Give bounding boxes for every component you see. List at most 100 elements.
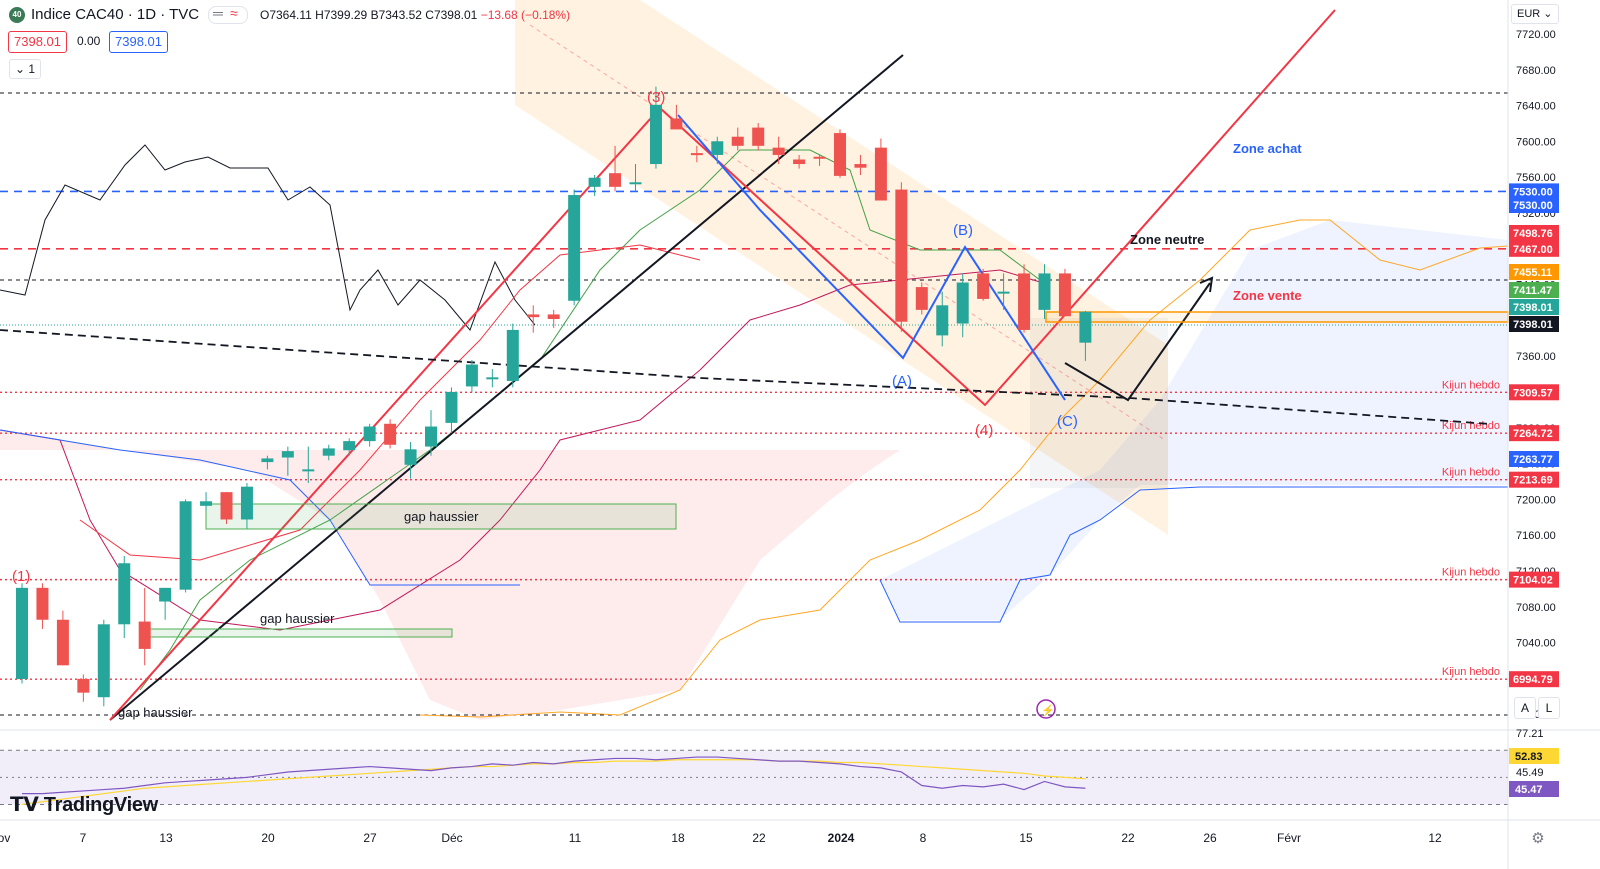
candle-body-1 <box>36 587 49 620</box>
x-tick-3: 20 <box>261 831 275 845</box>
candle-body-31 <box>649 104 662 165</box>
currency-selector[interactable]: EUR ⌄ <box>1511 4 1559 24</box>
candle-body-16 <box>343 441 356 451</box>
level-tag-0-bg <box>1509 183 1559 200</box>
auto-scale-button[interactable]: A <box>1514 697 1536 719</box>
x-tick-7: 18 <box>671 831 685 845</box>
candle-body-23 <box>486 377 499 380</box>
x-tick-13: 26 <box>1203 831 1217 845</box>
price-tag-1: 7455.11 <box>1513 267 1552 279</box>
zone-achat-label: Zone achat <box>1233 141 1302 156</box>
candle-body-22 <box>465 364 478 387</box>
price-tag-4-bg <box>1509 316 1559 332</box>
candle-2 <box>56 610 69 666</box>
y-tick-13: 7200.00 <box>1516 494 1556 506</box>
level-tag-1: 7467.00 <box>1513 244 1553 256</box>
candle-43 <box>895 182 908 332</box>
y-tick-14: 7160.00 <box>1516 530 1556 542</box>
senkou-a-line <box>419 219 1509 718</box>
layers-count: 1 <box>28 62 36 76</box>
gap-label-2: gap haussier <box>260 611 335 626</box>
compare-toggle[interactable]: ═ ≈ <box>208 5 248 24</box>
candle-body-19 <box>404 449 417 465</box>
candle-body-6 <box>138 621 151 649</box>
event-bolt-icon <box>1036 699 1056 719</box>
log-scale-button[interactable]: L <box>1538 697 1560 719</box>
symbol-title[interactable]: Indice CAC40 · 1D · TVC <box>31 6 200 23</box>
candle-body-27 <box>568 195 581 301</box>
level-tag-6: 6994.79 <box>1513 674 1553 686</box>
wave-a-label: (A) <box>892 373 912 390</box>
level-note-6: Kijun hebdo <box>1442 666 1500 678</box>
candle-3 <box>77 674 90 702</box>
candle-body-21 <box>445 391 458 423</box>
candle-19 <box>404 442 417 479</box>
level-tag-3: 7264.72 <box>1513 428 1553 440</box>
gap-box-1 <box>205 503 677 530</box>
bolt-glyph: ⚡ <box>1041 704 1055 717</box>
candle-48 <box>997 273 1010 310</box>
candle-body-8 <box>179 501 192 590</box>
kumo-blue <box>880 220 1508 620</box>
close-value: C7398.01 <box>425 8 478 22</box>
level-tag-1-bg <box>1509 240 1559 257</box>
open-value: O7364.11 <box>260 8 312 22</box>
buy-price-box[interactable]: 7398.01 <box>109 31 168 53</box>
descending-channel <box>515 0 1168 535</box>
candle-47 <box>977 268 990 301</box>
price-tag-3: 7398.01 <box>1513 302 1553 314</box>
candle-body-40 <box>834 133 846 176</box>
candle-body-36 <box>752 127 765 146</box>
candle-body-20 <box>425 426 437 447</box>
wave-1-label: (1) <box>12 568 30 585</box>
indicator-layers-toggle[interactable]: ⌄ 1 <box>9 59 42 79</box>
candle-body-17 <box>363 426 376 442</box>
candle-body-13 <box>281 451 294 458</box>
candle-body-42 <box>874 147 887 201</box>
price-tag-4: 7398.01 <box>1513 319 1553 331</box>
y-tick-3: 7600.00 <box>1516 136 1556 148</box>
candle-20 <box>425 410 437 456</box>
price-tag-3-bg <box>1509 299 1559 315</box>
candle-body-2 <box>56 619 69 666</box>
candle-body-0 <box>16 587 28 679</box>
candle-body-7 <box>159 587 172 602</box>
gap-label-3: gap haussier <box>118 705 193 720</box>
candle-body-33 <box>690 153 703 156</box>
candle-0 <box>16 583 28 684</box>
candle-body-52 <box>1079 311 1092 343</box>
x-tick-15: 12 <box>1428 831 1442 845</box>
x-tick-0: ov <box>0 831 10 845</box>
y-tick-2: 7640.00 <box>1516 101 1556 113</box>
level-tag-5-bg <box>1509 571 1559 588</box>
chevron-down-icon: ⌄ <box>15 62 26 76</box>
sell-price-box[interactable]: 7398.01 <box>8 31 67 53</box>
candle-body-47 <box>977 273 990 299</box>
minus-icon: ═ <box>213 5 223 21</box>
candle-body-37 <box>772 147 785 155</box>
candle-24 <box>506 323 519 388</box>
candle-32 <box>670 104 683 130</box>
candle-body-49 <box>1018 273 1031 330</box>
tenkan-line <box>139 149 1041 691</box>
rsi-tick-0: 77.21 <box>1516 728 1544 740</box>
candle-8 <box>179 499 192 593</box>
level-tag-3-bg <box>1509 425 1559 442</box>
x-tick-10: 8 <box>920 831 927 845</box>
candle-29 <box>609 145 622 192</box>
level-note-4: Kijun hebdo <box>1442 467 1500 479</box>
level-tag-2-bg <box>1509 384 1559 401</box>
x-tick-5: Déc <box>441 831 462 845</box>
wave-3-label: (3) <box>647 89 665 106</box>
settings-gear-icon[interactable]: ⚙ <box>1528 829 1548 849</box>
rsi-tick-1: 45.49 <box>1516 767 1544 779</box>
candle-14 <box>302 446 315 484</box>
candle-17 <box>363 423 376 447</box>
price-tag-1-bg <box>1509 264 1559 280</box>
candle-33 <box>690 145 703 163</box>
candle-42 <box>874 138 887 201</box>
zone-vente-label: Zone vente <box>1233 288 1302 303</box>
level-note-2: Kijun hebdo <box>1442 379 1500 391</box>
candle-body-35 <box>731 136 744 146</box>
